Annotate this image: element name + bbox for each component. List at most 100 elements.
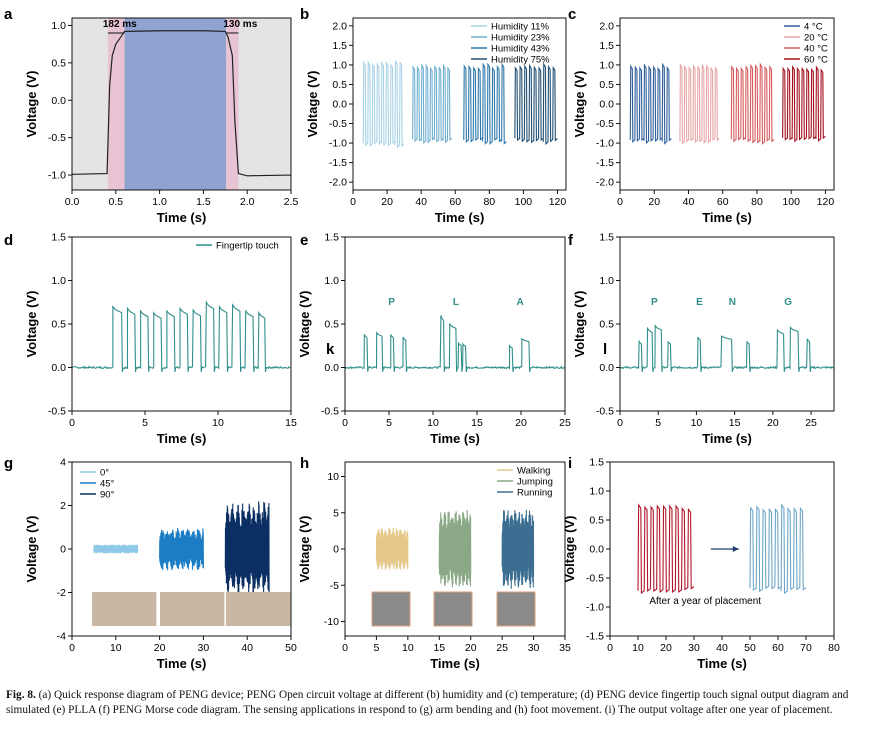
plot-area-g <box>93 501 270 597</box>
y-tick-label-g-1: -2 <box>57 587 66 599</box>
x-tick-label-a-4: 2.0 <box>240 196 255 208</box>
morse-letter-e-2: A <box>517 297 524 308</box>
y-tick-label-a-4: 1.0 <box>51 20 66 32</box>
plot-area-e <box>345 315 565 372</box>
series-line-i-1 <box>749 503 807 595</box>
x-tick-label-g-2: 20 <box>154 642 166 654</box>
x-tick-label-i-0: 0 <box>607 642 613 654</box>
legend-label-c-3: 60 °C <box>804 55 828 66</box>
series-line-b-3 <box>514 62 558 146</box>
y-tick-label-b-0: -2.0 <box>329 177 347 189</box>
y-tick-label-f-0: -0.5 <box>596 406 614 418</box>
plot-area-b <box>362 60 558 149</box>
y-tick-label-e-3: 1.0 <box>324 275 339 287</box>
series-line-response <box>72 30 291 177</box>
legend-label-b-3: Humidity 75% <box>491 55 550 66</box>
x-tick-label-c-3: 60 <box>717 196 729 208</box>
x-tick-label-a-3: 1.5 <box>196 196 211 208</box>
annotation-182-ms: 182 ms <box>103 19 137 30</box>
y-tick-label-d-4: 1.5 <box>51 232 66 244</box>
y-tick-label-c-6: 1.0 <box>599 59 614 71</box>
series-line-g-2 <box>224 501 270 597</box>
y-tick-label-d-0: -0.5 <box>48 406 66 418</box>
y-axis-label-e: Voltage (V) <box>297 291 312 358</box>
y-tick-label-g-4: 4 <box>60 457 66 469</box>
series-line-e <box>345 315 565 372</box>
x-axis-label-e: Time (s) <box>430 431 480 446</box>
plot-area-c <box>629 62 826 145</box>
series-line-i-0 <box>637 503 695 595</box>
panel-letter-a: a <box>4 6 13 23</box>
y-tick-label-g-0: -4 <box>57 631 66 643</box>
y-tick-label-a-1: -0.5 <box>48 132 66 144</box>
y-axis-label-f: Voltage (V) <box>572 291 587 358</box>
x-tick-label-c-4: 80 <box>751 196 763 208</box>
x-tick-label-f-2: 10 <box>691 417 703 429</box>
y-tick-label-i-4: 0.5 <box>589 515 604 527</box>
photo-h-1 <box>433 591 473 627</box>
series-line-b-1 <box>412 63 453 145</box>
panel-c: c 0 20 40 60 80 100 120 -2.0 -1.5 -1.0 -0.5 0.0 0.5 1.… <box>568 6 835 225</box>
legend-label-b-2: Humidity 43% <box>491 44 550 55</box>
x-tick-label-f-4: 20 <box>767 417 779 429</box>
caption-label: Fig. 8. <box>6 689 36 701</box>
x-tick-label-a-5: 2.5 <box>284 196 299 208</box>
y-axis-label-a: Voltage (V) <box>24 71 39 138</box>
panel-letter-e: e <box>300 232 308 249</box>
x-axis-label-a: Time (s) <box>157 210 207 225</box>
x-tick-label-f-1: 5 <box>655 417 661 429</box>
y-tick-label-f-3: 1.0 <box>599 275 614 287</box>
morse-letter-f-2: N <box>729 297 736 308</box>
photo-h-0 <box>371 591 411 627</box>
x-axis-label-b: Time (s) <box>435 210 485 225</box>
y-tick-label-e-0: -0.5 <box>321 406 339 418</box>
photo-g-2 <box>226 592 291 626</box>
y-tick-label-c-0: -2.0 <box>596 177 614 189</box>
x-tick-label-i-7: 70 <box>800 642 812 654</box>
y-tick-label-f-2: 0.5 <box>599 319 614 331</box>
morse-letter-f-1: E <box>696 297 703 308</box>
plot-area-a <box>72 18 291 190</box>
y-tick-label-h-0: -10 <box>324 616 339 628</box>
x-tick-label-b-2: 40 <box>415 196 427 208</box>
plot-area-f <box>620 324 834 372</box>
legend-label-c-0: 4 °C <box>804 22 823 33</box>
panel-a: a 182 ms 130 ms 0.0 0.5 1.0 1.5 2.0 2.5 -1.0 -0.5 0… <box>4 6 298 225</box>
y-tick-label-h-1: -5 <box>330 580 339 592</box>
y-tick-label-d-2: 0.5 <box>51 319 66 331</box>
y-tick-label-i-2: -0.5 <box>586 573 604 585</box>
panel-f: f P E N G 0 5 10 15 20 25 -0.5 0.0 0.5 1.0 1.5 Time (s) V… <box>568 232 835 446</box>
x-tick-label-b-5: 100 <box>515 196 533 208</box>
y-tick-label-c-1: -1.5 <box>596 157 614 169</box>
x-tick-label-d-3: 15 <box>285 417 297 429</box>
legend-label-d-0: Fingertip touch <box>216 241 279 252</box>
panel-i: i After a year of placement 0 10 20 30 40 50 60 7… <box>562 455 840 671</box>
legend-label-g-1: 45° <box>100 479 115 490</box>
x-tick-label-i-8: 80 <box>828 642 840 654</box>
y-tick-label-a-2: 0.0 <box>51 95 66 107</box>
y-axis-label-c: Voltage (V) <box>572 71 587 138</box>
caption-text: (a) Quick response diagram of PENG devic… <box>6 689 849 716</box>
y-tick-label-b-4: 0.0 <box>332 99 347 111</box>
y-tick-label-b-8: 2.0 <box>332 20 347 32</box>
morse-letter-e-1: L <box>453 297 459 308</box>
region-1 <box>124 18 227 190</box>
y-tick-label-a-3: 0.5 <box>51 57 66 69</box>
series-line-d <box>72 300 291 372</box>
y-tick-label-b-5: 0.5 <box>332 79 347 91</box>
y-tick-label-g-3: 2 <box>60 500 66 512</box>
y-axis-label-d: Voltage (V) <box>24 291 39 358</box>
x-tick-label-h-4: 20 <box>465 642 477 654</box>
morse-letter-f-0: P <box>651 297 658 308</box>
panel-d: d 0 5 10 15 -0.5 0.0 0.5 1.0 1.5 Time (s) Voltage (… <box>4 232 297 447</box>
x-tick-label-c-1: 20 <box>648 196 660 208</box>
x-tick-label-g-0: 0 <box>69 642 75 654</box>
legend-label-b-1: Humidity 23% <box>491 33 550 44</box>
y-tick-label-i-6: 1.5 <box>589 457 604 469</box>
y-tick-label-c-4: 0.0 <box>599 99 614 111</box>
morse-letter-e-0: P <box>388 297 395 308</box>
panel-letter-g: g <box>4 455 13 472</box>
series-line-h-0 <box>375 527 409 570</box>
panel-h: h 0 5 10 15 20 25 30 35 -10 -5 0 5 10 Time (s) Voltage … <box>297 455 571 671</box>
